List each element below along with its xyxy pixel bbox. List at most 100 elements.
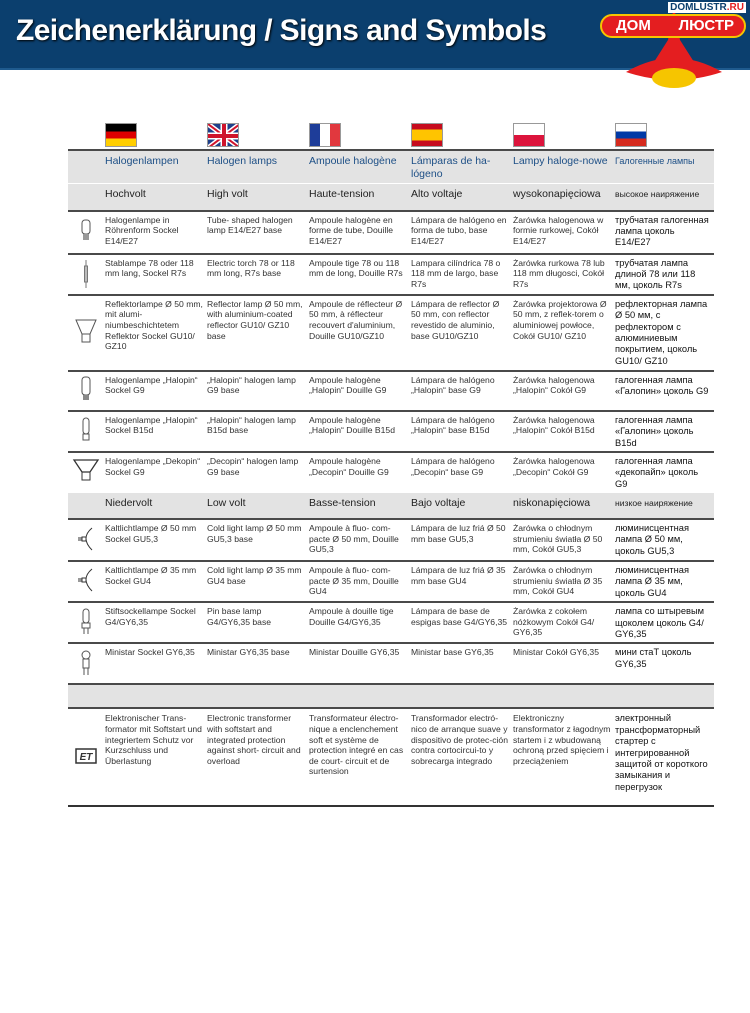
cell-de: Halogenlampen xyxy=(103,149,205,184)
ministar-lamp-icon xyxy=(81,650,90,675)
cell-es: Lámpara de luz friá Ø 50 mm base GU5,3 xyxy=(409,517,511,561)
cell-pl: Ministar Cokół GY6,35 xyxy=(511,642,613,685)
flag-russia-icon xyxy=(615,123,647,147)
cell-de: Halogenlampe in Röhrenform Sockel E14/E2… xyxy=(103,209,205,254)
icon-cell: ET xyxy=(68,707,103,808)
icon-cell xyxy=(68,601,103,644)
halopin-g9-icon xyxy=(81,376,90,401)
cell-ru: галогенная лампа «декопайп» цоколь G9 xyxy=(613,450,714,493)
cell-ru: трубчатая лампа длиной 78 или 118 мм, цо… xyxy=(613,252,714,295)
icon-cell xyxy=(68,209,103,254)
cell-de: Halogenlampe „Halopin“ Sockel G9 xyxy=(103,369,205,411)
cell-pl: Lampy haloge-nowe xyxy=(511,149,613,184)
section-empty xyxy=(68,683,714,709)
table-row: Halogenlampe „Halopin“ Sockel G9 „Halopin… xyxy=(68,369,714,411)
cell-en: High volt xyxy=(205,183,307,211)
cell-pl: Żarówka o chłodnym strumieniu światła Ø … xyxy=(511,517,613,561)
language-flags xyxy=(0,123,750,148)
cell-es: Lámpara de halógeno „Halopin“ base G9 xyxy=(409,369,511,411)
cell-ru: электронный трансформаторный стартер с и… xyxy=(613,707,714,808)
cell-fr: Ampoule de réflecteur Ø 50 mm, à réflect… xyxy=(307,293,409,371)
icon-cell xyxy=(68,517,103,561)
cell-en: Tube- shaped halogen lamp E14/E27 base xyxy=(205,209,307,254)
table-row-transformer: ET Elektronischer Trans-formator mit Soft… xyxy=(68,707,714,808)
cell-en: Ministar GY6,35 base xyxy=(205,642,307,685)
cell-fr: Ampoule halogène en forme de tube, Douil… xyxy=(307,209,409,254)
cell-fr: Ampoule à fluo- com-pacte Ø 50 mm, Douil… xyxy=(307,517,409,561)
cell-en: Cold light lamp Ø 35 mm GU4 base xyxy=(205,559,307,603)
cell-en: Electronic transformer with softstart an… xyxy=(205,707,307,808)
icon-cell xyxy=(68,149,103,184)
cell-es: Lámpara de luz friá Ø 35 mm base GU4 xyxy=(409,559,511,603)
cell-de: Elektronischer Trans-formator mit Softst… xyxy=(103,707,205,808)
logo-left: ДОМ xyxy=(616,17,651,34)
flag-uk-icon xyxy=(207,123,239,147)
cell-en xyxy=(205,683,307,709)
table-row: Stablampe 78 oder 118 mm lang, Sockel R7… xyxy=(68,252,714,295)
cell-es: Lámparas de ha-lógeno xyxy=(409,149,511,184)
icon-cell xyxy=(68,369,103,411)
cell-fr: Ministar Douille GY6,35 xyxy=(307,642,409,685)
cold-light-35-icon xyxy=(77,568,92,592)
flag-spain-icon xyxy=(411,123,443,147)
cell-es: Transformador electró-nico de arranque s… xyxy=(409,707,511,808)
cell-ru: трубчатая галогенная лампа цоколь E14/E2… xyxy=(613,209,714,254)
cell-pl: Żarówka z cokołem nóżkowym Cokół G4/ GY6… xyxy=(511,601,613,644)
cell-en: Pin base lamp G4/GY6,35 base xyxy=(205,601,307,644)
torch-lamp-icon xyxy=(83,259,88,288)
cell-fr: Ampoule halogène „Decopin“ Douille G9 xyxy=(307,450,409,493)
logo-tld: .RU xyxy=(726,2,744,13)
flag-poland-icon xyxy=(513,123,545,147)
flag-germany-icon xyxy=(105,123,137,147)
cell-de: Kaltlichtlampe Ø 35 mm Sockel GU4 xyxy=(103,559,205,603)
cell-fr: Ampoule halogène „Halopin“ Douille G9 xyxy=(307,369,409,411)
cell-en: Electric torch 78 or 118 mm long, R7s ba… xyxy=(205,252,307,295)
cell-ru: люминисцентная лампа Ø 50 мм, цоколь GU5… xyxy=(613,517,714,561)
cell-ru: мини стаТ цоколь GY6,35 xyxy=(613,642,714,685)
icon-cell xyxy=(68,293,103,371)
cell-ru: галогенная лампа «Галопин» цоколь G9 xyxy=(613,369,714,411)
logo-right: ЛЮСТР xyxy=(678,17,734,34)
cell-ru: высокое наиряжение xyxy=(613,183,714,211)
cell-fr: Ampoule halogène „Halopin“ Douille B15d xyxy=(307,409,409,452)
cell-ru: низкое наиряжение xyxy=(613,492,714,519)
tube-lamp-icon xyxy=(81,219,90,240)
cell-fr: Haute-tension xyxy=(307,183,409,211)
cell-fr: Transformateur électro-nique a enclenche… xyxy=(307,707,409,808)
section-high-volt: Hochvolt High volt Haute-tension Alto volta… xyxy=(68,183,714,211)
header-row: Halogenlampen Halogen lamps Ampoule halogè… xyxy=(68,149,714,184)
table-row: Reflektorlampe Ø 50 mm, mit alumi-niumbe… xyxy=(68,293,714,371)
cell-en: „Halopin“ halogen lamp B15d base xyxy=(205,409,307,452)
cell-es: Lámpara de reflector Ø 50 mm, con reflec… xyxy=(409,293,511,371)
cold-light-50-icon xyxy=(77,527,92,550)
cell-ru: рефлекторная лампа Ø 50 мм, с рефлекторо… xyxy=(613,293,714,371)
cell-ru: лампа со штыревым щоколем цоколь G4/ GY6… xyxy=(613,601,714,644)
cell-de: Niedervolt xyxy=(103,492,205,519)
cell-en: Reflector lamp Ø 50 mm, with aluminium-c… xyxy=(205,293,307,371)
cell-pl: Żarówka rurkowa 78 lub 118 mm długosci, … xyxy=(511,252,613,295)
cell-pl: Żarówka projektorowa Ø 50 mm, z reflek-t… xyxy=(511,293,613,371)
table-row: Kaltlichtlampe Ø 50 mm Sockel GU5,3 Cold … xyxy=(68,517,714,561)
cell-ru: Галогенные лампы xyxy=(613,149,714,184)
cell-es: Lámpara de base de espigas base G4/GY6,3… xyxy=(409,601,511,644)
cell-ru: люминисцентная лампа Ø 35 мм, цоколь GU4 xyxy=(613,559,714,603)
cell-pl: niskonapięciowa xyxy=(511,492,613,519)
cell-es: Lámpara de halógeno „Decopin“ base G9 xyxy=(409,450,511,493)
cell-pl: Żarówka halogenowa „Decopin“ Cokół G9 xyxy=(511,450,613,493)
cell-de: Halogenlampe „Dekopin“ Sockel G9 xyxy=(103,450,205,493)
cell-fr: Ampoule à douille tige Douille G4/GY6,35 xyxy=(307,601,409,644)
section-low-volt: Niedervolt Low volt Basse-tension Bajo volt… xyxy=(68,492,714,519)
table-row: Ministar Sockel GY6,35 Ministar GY6,35 ba… xyxy=(68,642,714,685)
symbols-table: Halogenlampen Halogen lamps Ampoule halogè… xyxy=(68,149,714,808)
cell-es: Lampara cilíndrica 78 o 118 mm de largo,… xyxy=(409,252,511,295)
icon-cell xyxy=(68,642,103,685)
cell-de: Stablampe 78 oder 118 mm lang, Sockel R7… xyxy=(103,252,205,295)
halopin-b15d-icon xyxy=(82,417,89,441)
cell-de: Hochvolt xyxy=(103,183,205,211)
cell-pl: Żarówka halogenowa w formie rurkowej, Co… xyxy=(511,209,613,254)
cell-pl: Żarówka o chłodnym strumieniu światła Ø … xyxy=(511,559,613,603)
cell-fr: Ampoule tige 78 ou 118 mm de long, Douil… xyxy=(307,252,409,295)
cell-en: „Halopin“ halogen lamp G9 base xyxy=(205,369,307,411)
cell-es: Ministar base GY6,35 xyxy=(409,642,511,685)
cell-es: Lámpara de halógeno en forma de tubo, ba… xyxy=(409,209,511,254)
